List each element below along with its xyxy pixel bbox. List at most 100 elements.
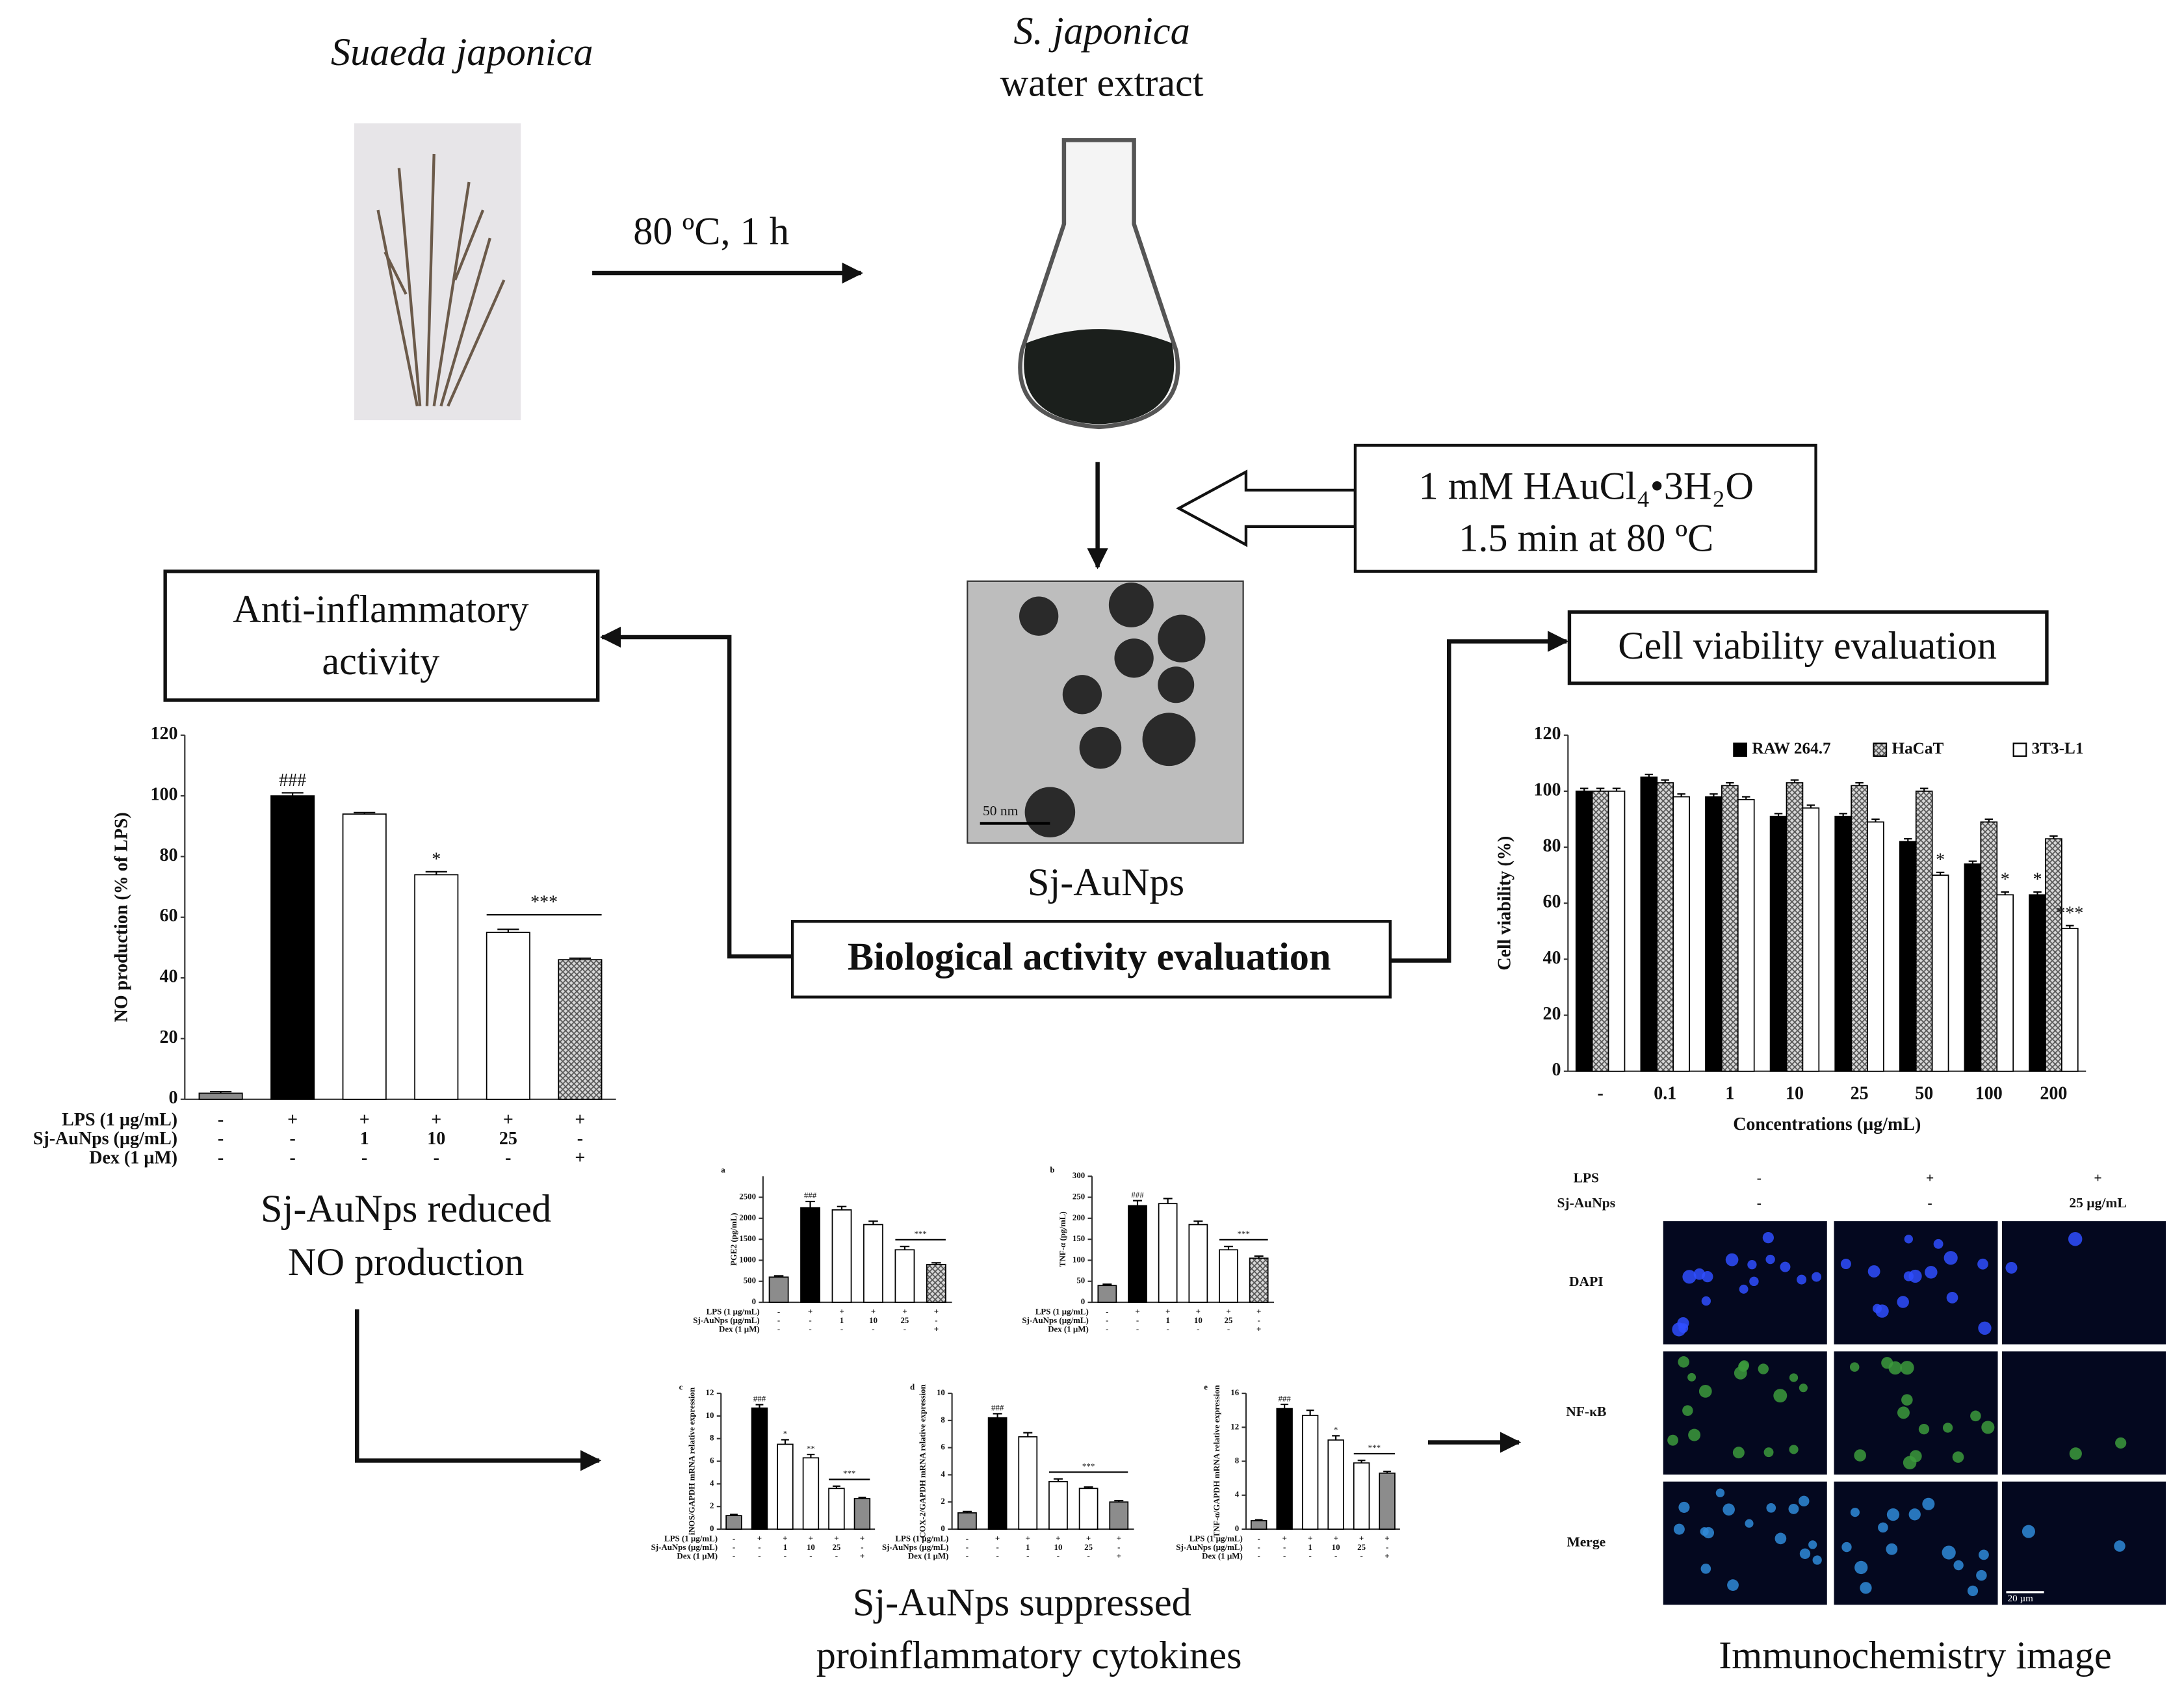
cell xyxy=(1749,1276,1759,1287)
bar xyxy=(831,1209,852,1303)
treatment-value: - xyxy=(835,1551,838,1561)
treatment-value: + xyxy=(1333,1533,1338,1543)
treatment-value: 10 xyxy=(1332,1542,1340,1552)
significance: ### xyxy=(991,1403,1004,1413)
treatment-label: Dex (1 µM) xyxy=(908,1551,949,1561)
arrow xyxy=(599,626,793,959)
treatment-value: + xyxy=(431,1110,441,1130)
cell xyxy=(1897,1406,1910,1419)
y-tick-label: 10 xyxy=(937,1387,945,1397)
treatment-value: - xyxy=(1057,1551,1060,1561)
treatment-value: - xyxy=(1197,1324,1199,1334)
treatment-value: - xyxy=(361,1148,367,1168)
cell xyxy=(1739,1284,1748,1294)
treatment-value: + xyxy=(808,1307,812,1317)
treatment-value: - xyxy=(777,1324,780,1334)
treatment-value: + xyxy=(503,1110,514,1130)
cell xyxy=(1922,1497,1935,1510)
cell xyxy=(1886,1543,1898,1555)
treatment-value: + xyxy=(934,1324,939,1334)
y-tick-label: 6 xyxy=(941,1442,945,1452)
y-tick-label: 1000 xyxy=(739,1254,756,1264)
cell xyxy=(1700,1564,1711,1574)
y-tick-label: 80 xyxy=(1543,835,1561,856)
cell xyxy=(1738,1361,1749,1372)
legend-swatch xyxy=(1733,742,1748,757)
plant-twigs xyxy=(376,153,506,407)
bar xyxy=(725,1515,742,1530)
x-tick-label: 100 xyxy=(1975,1084,2003,1104)
treatment-value: - xyxy=(1106,1324,1108,1334)
cell xyxy=(1758,1363,1769,1374)
treatment-value: + xyxy=(809,1533,813,1543)
treatment-value: - xyxy=(733,1551,735,1561)
treatment-value: - xyxy=(758,1551,760,1561)
significance: * xyxy=(783,1429,787,1439)
treatment-value: - xyxy=(777,1315,780,1325)
treatment-value: 25 xyxy=(499,1129,517,1149)
bar xyxy=(1250,1520,1268,1530)
cell xyxy=(1732,1447,1745,1459)
treatment-value: 25 xyxy=(1357,1542,1366,1552)
treatment-value: 1 xyxy=(840,1315,844,1325)
cell xyxy=(1875,1304,1889,1318)
bar xyxy=(1834,815,1852,1072)
treatment-value: + xyxy=(287,1110,298,1130)
reagent-box xyxy=(1353,443,1817,573)
treatment-value: - xyxy=(434,1148,439,1168)
significance: *** xyxy=(1368,1443,1381,1452)
y-tick-label: 500 xyxy=(744,1276,756,1285)
cell xyxy=(1773,1389,1788,1403)
bar xyxy=(1607,791,1626,1072)
treatment-value: + xyxy=(575,1110,585,1130)
treatment-value: 1 xyxy=(1308,1542,1312,1552)
bar xyxy=(1899,841,1917,1072)
cell xyxy=(1981,1421,1995,1434)
treatment-value: - xyxy=(1167,1324,1169,1334)
bar xyxy=(1931,874,1949,1072)
bar xyxy=(2045,838,2062,1072)
cell xyxy=(1799,1495,1810,1507)
treatment-value: - xyxy=(1308,1551,1311,1561)
bar xyxy=(198,1092,243,1100)
bar xyxy=(1128,1205,1147,1303)
treatment-value: - xyxy=(904,1324,906,1334)
treatment-value: - xyxy=(1360,1551,1362,1561)
y-tick-label: 8 xyxy=(710,1433,714,1443)
y-axis-label: TNF-α/GAPDH mRNA relative expression xyxy=(1212,1385,1221,1537)
treatment-value: + xyxy=(871,1307,876,1317)
cell xyxy=(1762,1232,1774,1244)
treatment-value: - xyxy=(809,1324,811,1334)
y-tick-label: 12 xyxy=(706,1387,714,1397)
treatment-value: + xyxy=(1308,1533,1312,1543)
no-caption: Sj-AuNps reduced xyxy=(261,1187,551,1231)
treatment-label: LPS (1 µg/mL) xyxy=(1190,1533,1243,1543)
x-tick-label: - xyxy=(1597,1084,1603,1104)
significance: *** xyxy=(843,1469,855,1478)
nanoparticles xyxy=(1019,583,1206,837)
treatment-value: - xyxy=(996,1542,998,1552)
cell xyxy=(1799,1548,1811,1559)
immuno-caption: Immunochemistry image xyxy=(1719,1634,2111,1677)
cell xyxy=(1774,1532,1787,1545)
cell xyxy=(1788,1503,1799,1514)
bar xyxy=(270,795,315,1100)
treatment-value: + xyxy=(757,1533,762,1543)
treatment-label: Sj-AuNps (µg/mL) xyxy=(882,1542,948,1552)
y-tick-label: 8 xyxy=(941,1415,945,1424)
cell xyxy=(1682,1270,1696,1284)
extract-label: S. japonica xyxy=(1013,10,1190,53)
treatment-value: 1 xyxy=(1026,1542,1030,1552)
cell xyxy=(1678,1501,1690,1513)
cell xyxy=(1700,1527,1709,1536)
treatment-value: + xyxy=(1117,1533,1121,1543)
cell xyxy=(1942,1423,1953,1433)
treatment-value: + xyxy=(1165,1307,1170,1317)
bar xyxy=(1219,1249,1238,1303)
y-tick-label: 2000 xyxy=(739,1213,756,1222)
bar xyxy=(853,1498,871,1530)
bar xyxy=(1353,1462,1370,1530)
treatment-value: - xyxy=(1283,1551,1286,1561)
cell xyxy=(1673,1523,1685,1535)
y-axis-label: PGE2 (pg/mL) xyxy=(729,1213,738,1265)
